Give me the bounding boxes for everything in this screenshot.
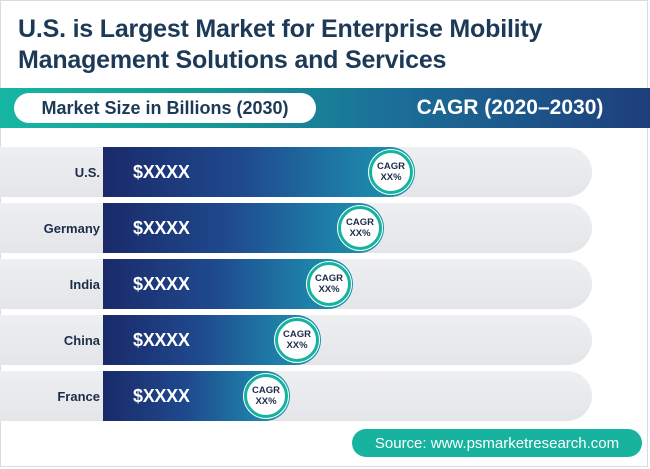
value-label: $XXXX — [133, 161, 190, 182]
cagr-badge: CAGR XX% — [244, 374, 288, 418]
value-label: $XXXX — [133, 273, 190, 294]
source-badge: Source: www.psmarketresearch.com — [352, 429, 642, 457]
cagr-badge-value: XX% — [380, 172, 402, 183]
cagr-badge: CAGR XX% — [275, 318, 319, 362]
category-label: Germany — [43, 220, 100, 236]
market-size-header: Market Size in Billions (2030) — [14, 93, 316, 123]
bar-row: India $XXXX CAGR XX% — [0, 259, 650, 309]
cagr-badge-value: XX% — [286, 340, 308, 351]
bar-row: China $XXXX CAGR XX% — [0, 315, 650, 365]
bar-track — [0, 371, 592, 421]
cagr-badge-label: CAGR — [346, 217, 374, 228]
category-label: France — [57, 388, 100, 404]
value-label: $XXXX — [133, 217, 190, 238]
category-label: U.S. — [74, 164, 100, 180]
category-label: China — [63, 332, 100, 348]
cagr-header: CAGR (2020–2030) — [416, 96, 604, 119]
bar-row: Germany $XXXX CAGR XX% — [0, 203, 650, 253]
value-label: $XXXX — [133, 329, 190, 350]
bar — [103, 147, 415, 197]
value-label: $XXXX — [133, 385, 190, 406]
cagr-badge: CAGR XX% — [369, 150, 413, 194]
cagr-badge-label: CAGR — [252, 385, 280, 396]
cagr-badge-value: XX% — [349, 228, 371, 239]
cagr-badge-value: XX% — [318, 284, 340, 295]
cagr-badge-label: CAGR — [315, 273, 343, 284]
cagr-badge-label: CAGR — [283, 329, 311, 340]
cagr-badge-label: CAGR — [377, 161, 405, 172]
chart-title: U.S. is Largest Market for Enterprise Mo… — [18, 14, 618, 76]
bar-row: U.S. $XXXX CAGR XX% — [0, 147, 650, 197]
title-line-2: Management Solutions and Services — [18, 46, 447, 74]
bar-row: France $XXXX CAGR XX% — [0, 371, 650, 421]
cagr-badge: CAGR XX% — [338, 206, 382, 250]
cagr-badge-value: XX% — [255, 396, 277, 407]
category-label: India — [69, 276, 100, 292]
title-line-1: U.S. is Largest Market for Enterprise Mo… — [18, 15, 543, 43]
bar — [103, 203, 384, 253]
cagr-badge: CAGR XX% — [307, 262, 351, 306]
